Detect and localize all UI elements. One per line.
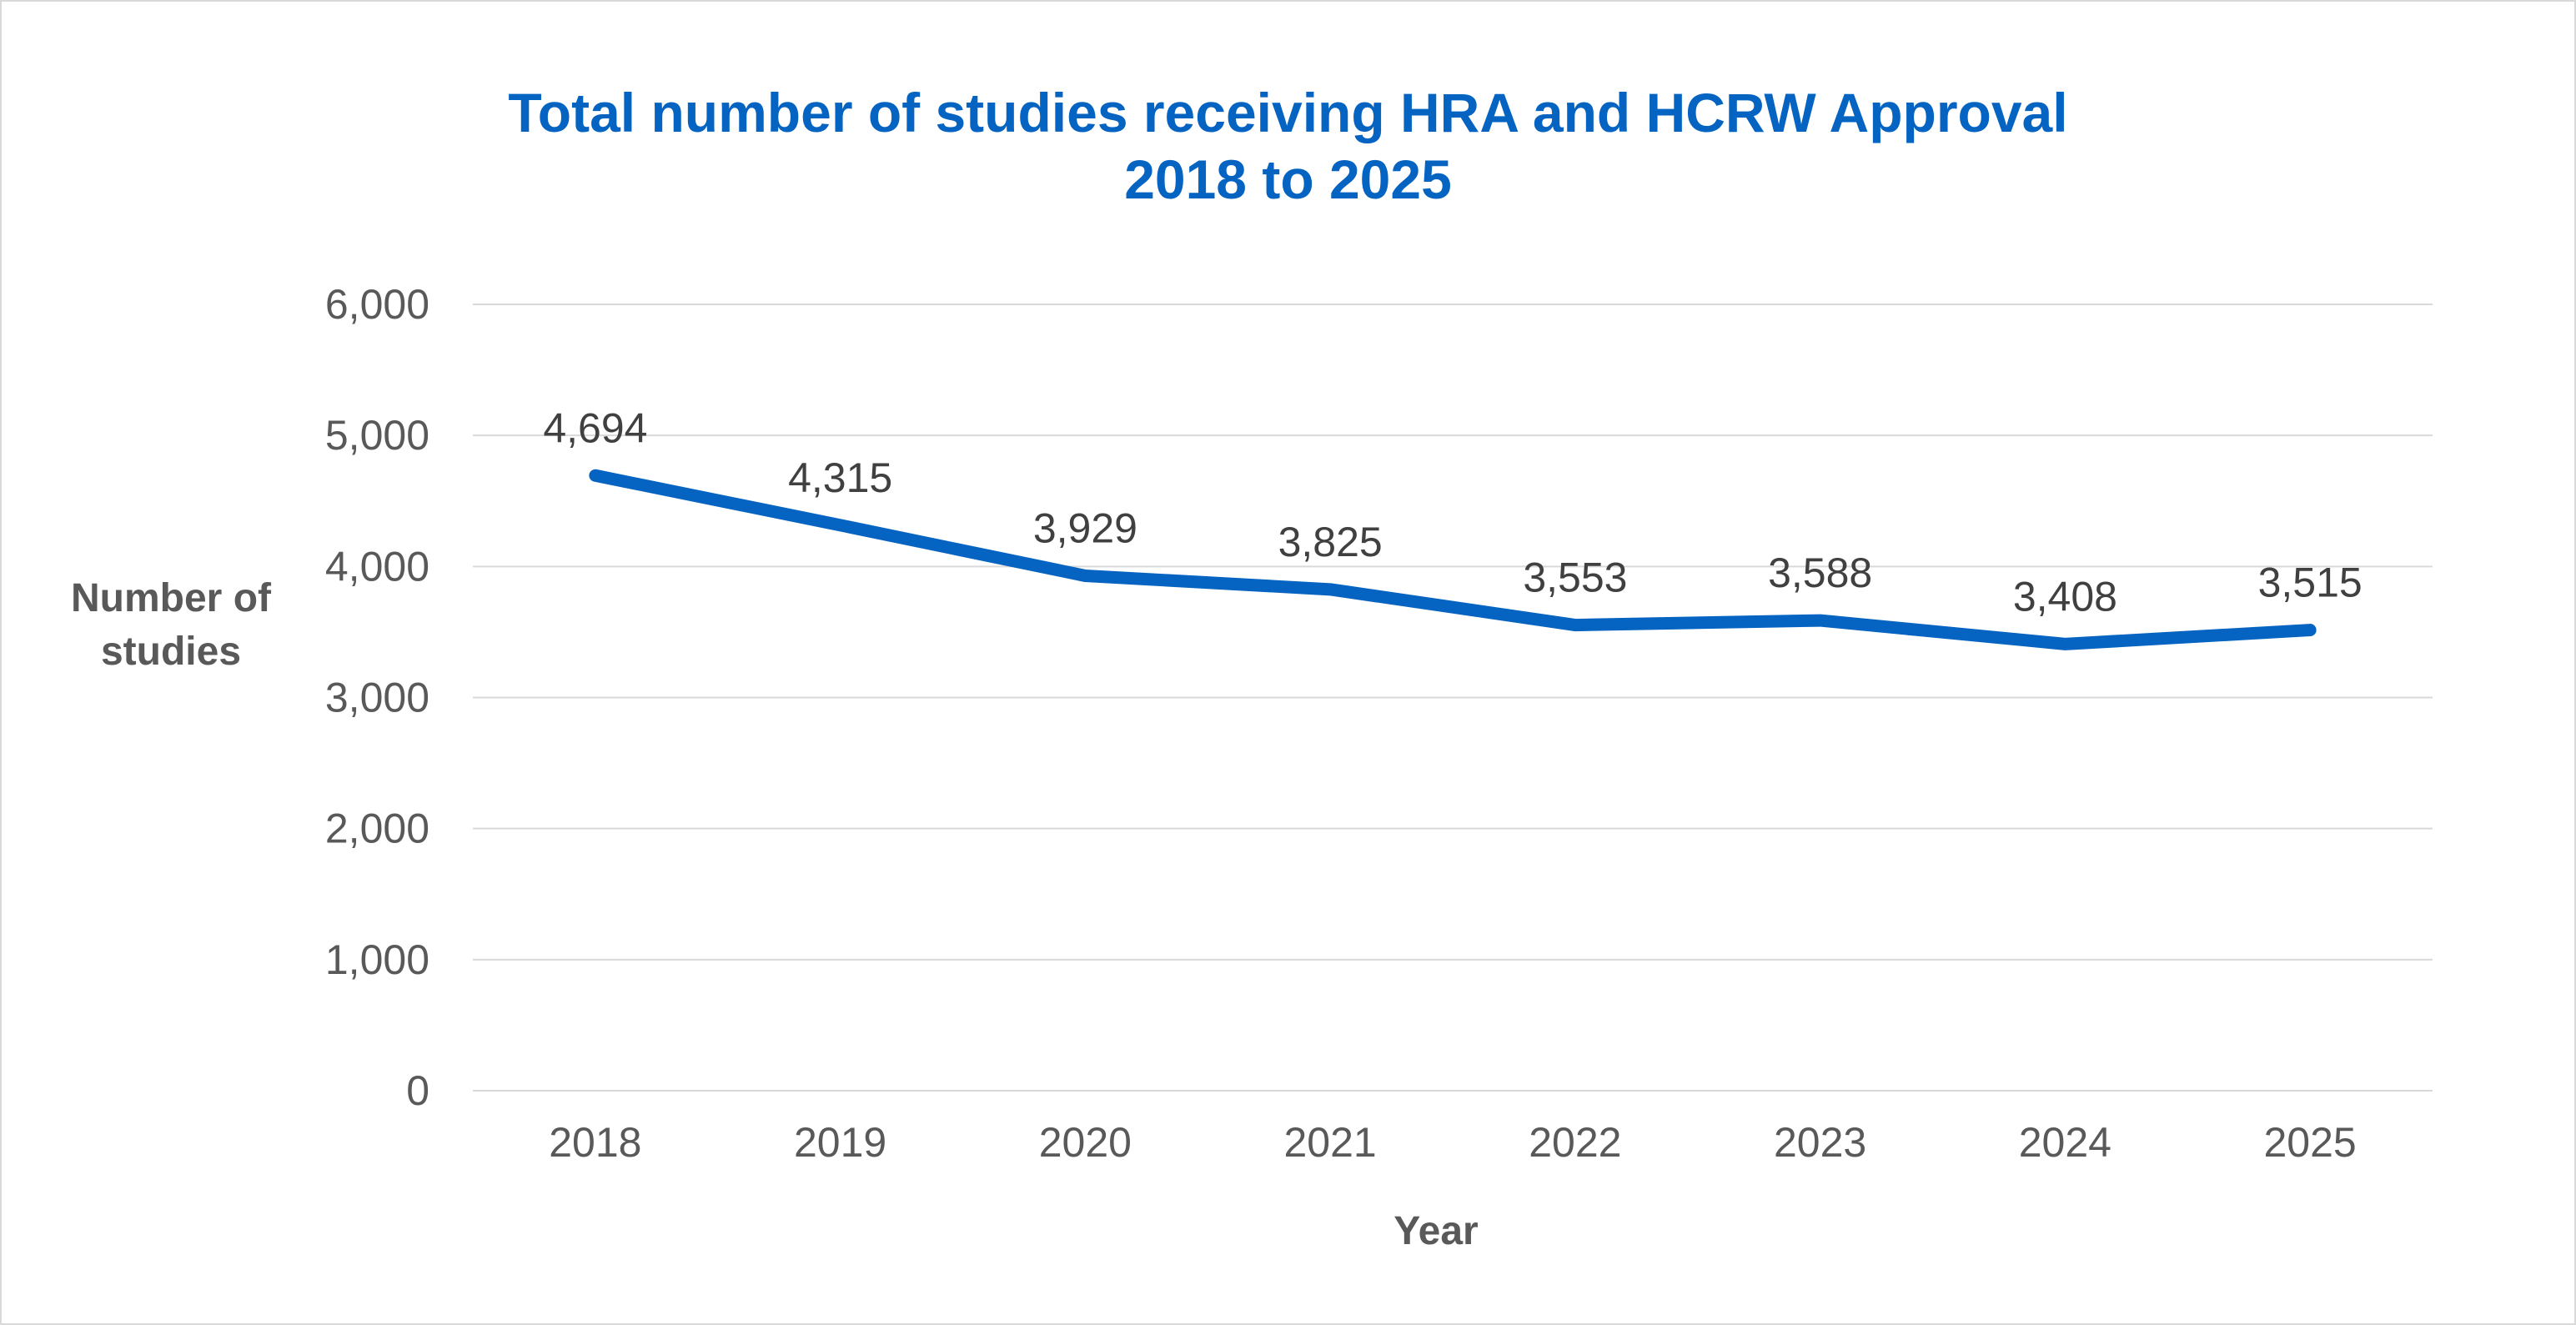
y-tick-label-4000: 4,000 xyxy=(325,543,429,590)
x-tick-label-2020: 2020 xyxy=(1039,1119,1132,1166)
series-line-0 xyxy=(589,469,2317,650)
data-label-2025: 3,515 xyxy=(2258,560,2363,606)
data-label-2023: 3,588 xyxy=(1768,550,1872,596)
data-label-2022: 3,553 xyxy=(1523,555,1627,601)
y-tick-label-5000: 5,000 xyxy=(325,412,429,459)
x-tick-label-2025: 2025 xyxy=(2264,1119,2357,1166)
y-tick-label-3000: 3,000 xyxy=(325,675,429,721)
x-tick-label-2018: 2018 xyxy=(549,1119,641,1166)
data-label-2024: 3,408 xyxy=(2013,573,2117,620)
chart-title-line-1: Total number of studies receiving HRA an… xyxy=(508,82,2068,143)
y-tick-label-6000: 6,000 xyxy=(325,281,429,328)
y-axis-title: Number of studies xyxy=(33,572,309,679)
y-tick-label-0: 0 xyxy=(406,1067,429,1114)
data-label-2021: 3,825 xyxy=(1278,519,1383,565)
data-label-2019: 4,315 xyxy=(788,454,892,501)
x-tick-label-2024: 2024 xyxy=(2019,1119,2112,1166)
x-tick-label-2023: 2023 xyxy=(1774,1119,1866,1166)
y-tick-label-2000: 2,000 xyxy=(325,806,429,852)
data-label-2020: 3,929 xyxy=(1033,504,1137,551)
data-label-2018: 4,694 xyxy=(543,404,647,451)
x-tick-label-2022: 2022 xyxy=(1529,1119,1621,1166)
chart-title-line-2: 2018 to 2025 xyxy=(1124,148,1452,210)
y-axis-title-line-1: Number of xyxy=(71,576,271,620)
x-axis-title: Year xyxy=(1393,1209,1479,1253)
y-tick-label-1000: 1,000 xyxy=(325,936,429,983)
x-tick-label-2019: 2019 xyxy=(794,1119,886,1166)
y-axis-title-line-2: studies xyxy=(100,630,242,674)
x-tick-label-2021: 2021 xyxy=(1284,1119,1377,1166)
